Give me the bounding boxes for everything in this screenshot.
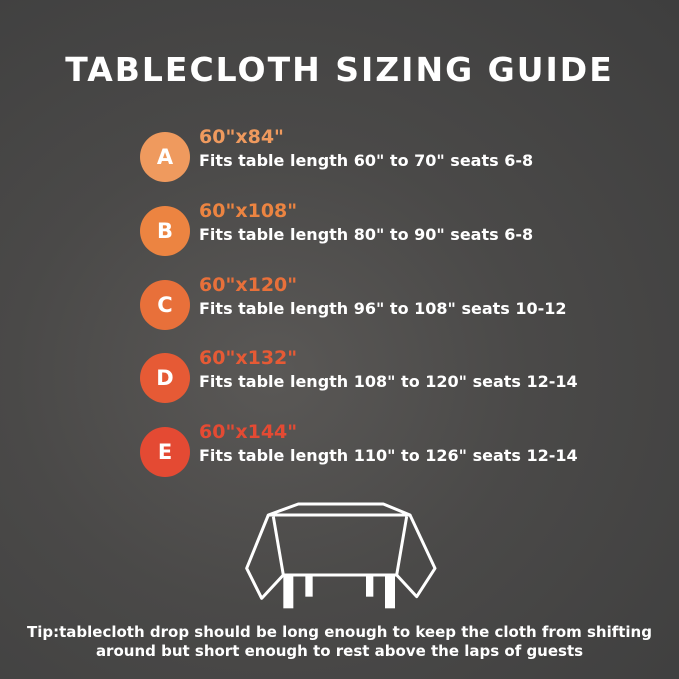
size-description: Fits table length 60" to 70" seats 6-8 — [199, 151, 534, 170]
letter-badge: C — [140, 280, 190, 330]
page-title: TABLECLOTH SIZING GUIDE — [65, 50, 614, 89]
tip-line: around but short enough to rest above th… — [95, 642, 584, 660]
size-description: Fits table length 80" to 90" seats 6-8 — [199, 225, 534, 244]
tablecloth-on-table-icon — [245, 502, 437, 609]
size-label: 60"x84" — [199, 126, 284, 148]
tip-line: Tip:tablecloth drop should be long enoug… — [27, 623, 652, 641]
letter-badge: D — [140, 353, 190, 403]
letter-badge: A — [140, 132, 190, 182]
letter-badge: B — [140, 206, 190, 256]
size-label: 60"x120" — [199, 274, 298, 296]
size-description: Fits table length 108" to 120" seats 12-… — [199, 372, 578, 391]
size-label: 60"x144" — [199, 421, 298, 443]
size-label: 60"x132" — [199, 347, 298, 369]
size-label: 60"x108" — [199, 200, 298, 222]
size-description: Fits table length 96" to 108" seats 10-1… — [199, 299, 567, 318]
tip-text: Tip:tablecloth drop should be long enoug… — [0, 623, 679, 661]
letter-badge: E — [140, 427, 190, 477]
size-description: Fits table length 110" to 126" seats 12-… — [199, 446, 578, 465]
